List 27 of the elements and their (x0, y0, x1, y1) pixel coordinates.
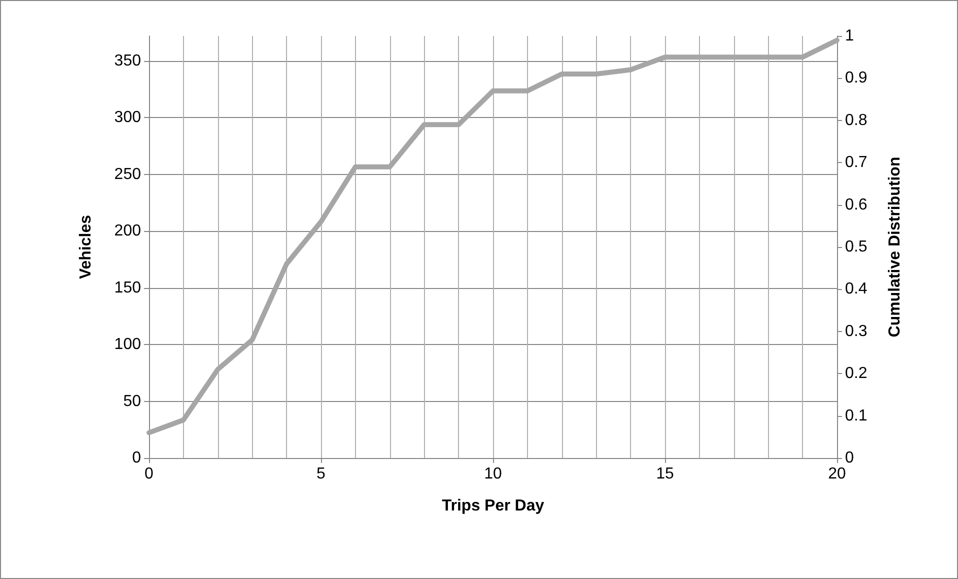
y2-tick-label: 0.3 (845, 322, 868, 340)
y2-tick-label: 0 (845, 450, 854, 466)
x-tick-label: 15 (656, 466, 674, 482)
y2-tick-label: 0.9 (845, 70, 868, 87)
y-tick-label: 50 (123, 392, 142, 410)
y2-tick-label: 0.7 (845, 154, 868, 172)
y-tick-label: 250 (114, 166, 142, 183)
x-tick-label: 0 (144, 466, 154, 482)
y2-tick-label: 0.2 (845, 365, 868, 382)
x-tick-label: 10 (484, 466, 502, 482)
y-tick-label: 150 (114, 279, 142, 296)
y2-tick-label: 0.8 (845, 112, 868, 129)
y2-tick-label: 0.4 (845, 280, 868, 298)
y2-tick-label: 0.1 (845, 407, 868, 424)
y-tick-label: 0 (132, 450, 142, 466)
y2-axis-title: Cumulative Distribution (886, 156, 904, 338)
x-tick-label: 20 (828, 466, 846, 482)
y-tick-label: 300 (114, 109, 142, 126)
x-tick-label: 5 (316, 466, 326, 482)
y2-tick-label: 0.5 (845, 238, 868, 256)
y-tick-label: 350 (114, 52, 142, 70)
y-axis-title: Vehicles (78, 214, 94, 280)
y2-tick-label: 0.6 (845, 196, 868, 214)
y-tick-label: 200 (114, 222, 142, 240)
y-tick-label: 100 (114, 336, 142, 354)
y2-tick-label: 1 (845, 28, 854, 44)
x-axis-title: Trips Per Day (442, 498, 544, 514)
